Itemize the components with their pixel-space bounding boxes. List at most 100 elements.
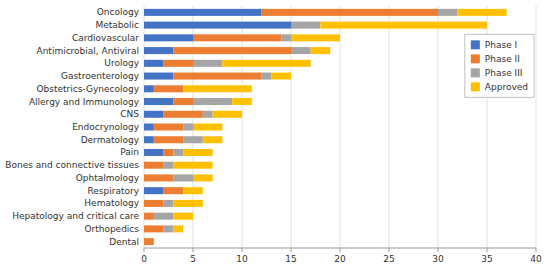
legend-swatch (471, 82, 480, 91)
bar-segment (164, 111, 203, 118)
bar-segment (183, 85, 252, 92)
bar-segment (183, 149, 212, 156)
legend: Phase IPhase IIPhase IIIApproved (465, 34, 534, 97)
category-label: Dermatology (81, 135, 140, 145)
x-tick-label: 0 (141, 254, 147, 264)
category-label: Allergy and Immunology (29, 97, 140, 107)
bar-segment (164, 149, 174, 156)
x-tick-label: 15 (285, 254, 296, 264)
chart-svg: Oncology Metabolic Cardiovascular Antimicro… (0, 0, 550, 270)
bar-segment (173, 174, 193, 181)
category-label: Antimicrobial, Antiviral (37, 46, 140, 56)
grid-line (536, 6, 537, 248)
category-label: Pain (120, 147, 139, 157)
bars (144, 9, 507, 245)
bar-segment (320, 22, 487, 29)
bar-segment (173, 213, 193, 220)
bar-segment (291, 34, 340, 41)
category-label: Orthopedics (84, 224, 139, 234)
category-label: Obstetrics-Gynecology (36, 84, 139, 94)
bar-segment (164, 187, 184, 194)
category-label: Urology (104, 58, 139, 68)
category-label: Metabolic (95, 20, 139, 30)
bar-segment (262, 73, 272, 80)
chart-container: Oncology Metabolic Cardiovascular Antimicro… (0, 0, 550, 270)
category-label: Hematology (84, 198, 139, 208)
bar-segment (144, 73, 173, 80)
bar-segment (154, 136, 183, 143)
grid-line (438, 6, 439, 248)
x-tick (193, 248, 194, 252)
legend-swatch (471, 40, 480, 49)
legend-swatch (471, 68, 480, 77)
bar-segment (164, 200, 174, 207)
bar-segment (144, 136, 154, 143)
bar-segment (173, 47, 291, 54)
bar-segment (193, 123, 222, 130)
x-tick-label: 35 (481, 254, 492, 264)
x-tick (242, 248, 243, 252)
category-label: Respiratory (87, 186, 139, 196)
legend-label: Approved (485, 82, 528, 92)
bar-segment (144, 85, 154, 92)
bar-segment (154, 123, 183, 130)
bar-segment (164, 60, 193, 67)
bar-segment (144, 149, 164, 156)
bar-segment (173, 162, 212, 169)
bar-segment (144, 111, 164, 118)
x-tick (389, 248, 390, 252)
bar-segment (144, 213, 154, 220)
x-tick-label: 25 (383, 254, 394, 264)
grid-line (389, 6, 390, 248)
category-label: Bones and connective tissues (5, 160, 139, 170)
bar-segment (291, 22, 320, 29)
x-tick-label: 20 (334, 254, 346, 264)
bar-segment (144, 34, 193, 41)
x-tick-label: 5 (190, 254, 196, 264)
bar-segment (193, 60, 222, 67)
bar-segment (183, 123, 193, 130)
x-tick-label: 10 (236, 254, 248, 264)
bar-segment (438, 9, 458, 16)
grid-line (242, 6, 243, 248)
bar-segment (193, 98, 232, 105)
bar-segment (144, 22, 291, 29)
bar-segment (144, 174, 173, 181)
bar-segment (232, 98, 252, 105)
grid (144, 6, 536, 248)
bar-segment (183, 187, 203, 194)
bar-segment (154, 85, 183, 92)
x-tick (291, 248, 292, 252)
category-label: Gastroenterology (61, 71, 140, 81)
bar-segment (291, 47, 311, 54)
bar-segment (173, 98, 193, 105)
legend-frame (465, 34, 534, 97)
bar-segment (144, 9, 262, 16)
x-tick-label: 30 (432, 254, 444, 264)
category-label: Dental (109, 237, 139, 247)
bar-segment (164, 162, 174, 169)
bar-segment (222, 60, 310, 67)
bar-segment (164, 225, 174, 232)
x-tick (438, 248, 439, 252)
y-axis-labels: Oncology Metabolic Cardiovascular Antimicro… (5, 7, 139, 246)
category-label: Endocrynology (72, 122, 140, 132)
bar-segment (173, 73, 261, 80)
bar-segment (153, 238, 154, 245)
bar-segment (154, 213, 174, 220)
category-label: Ophtalmology (76, 173, 140, 183)
bar-segment (183, 136, 203, 143)
x-tick (340, 248, 341, 252)
x-axis-line (144, 248, 536, 249)
bar-segment (144, 200, 164, 207)
bar-segment (203, 136, 223, 143)
bar-segment (144, 162, 164, 169)
category-label: Hepatology and critical care (12, 211, 139, 221)
bar-segment (213, 111, 242, 118)
x-tick-label: 40 (530, 254, 542, 264)
category-label: Oncology (97, 7, 140, 17)
category-label: Cardiovascular (72, 33, 139, 43)
grid-line (340, 6, 341, 248)
bar-segment (193, 34, 281, 41)
bar-segment (173, 149, 183, 156)
